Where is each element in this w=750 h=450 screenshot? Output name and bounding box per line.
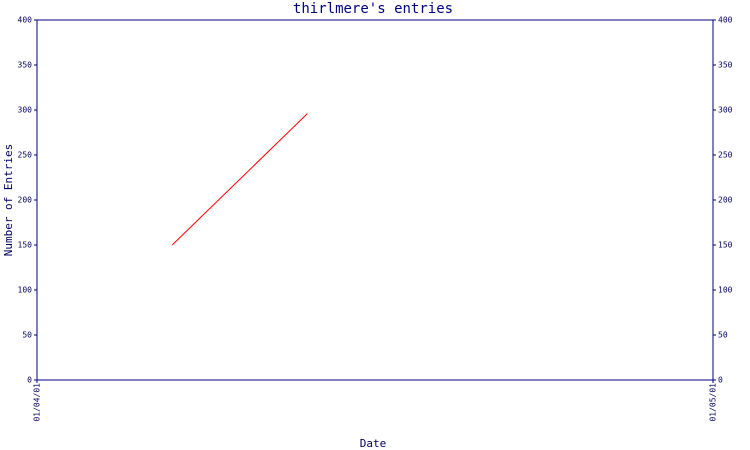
y2-tick-label: 200 [718,196,733,205]
y2-tick-label: 50 [718,331,728,340]
y-tick-label: 200 [18,196,33,205]
line-series [171,113,308,246]
y-tick-label: 300 [18,106,33,115]
y-tick-label: 350 [18,61,33,70]
y-tick-label: 400 [18,16,33,25]
y2-tick-label: 300 [718,106,733,115]
y2-tick-label: 350 [718,61,733,70]
y-axis-label: Number of Entries [2,144,15,257]
x-tick-label: 01/05/01 [709,383,718,422]
y-tick-label: 0 [27,376,32,385]
y2-tick-label: 400 [718,16,733,25]
y2-tick-label: 150 [718,241,733,250]
chart-title: thirlmere's entries [293,1,453,17]
x-tick-label: 01/04/01 [33,383,42,422]
y-tick-label: 250 [18,151,33,160]
y2-tick-label: 0 [718,376,723,385]
y2-tick-label: 100 [718,286,733,295]
y-tick-label: 150 [18,241,33,250]
y-tick-label: 50 [22,331,32,340]
x-axis-label: Date [360,437,387,450]
plot-frame [36,19,714,381]
y2-tick-label: 250 [718,151,733,160]
y-tick-label: 100 [18,286,33,295]
